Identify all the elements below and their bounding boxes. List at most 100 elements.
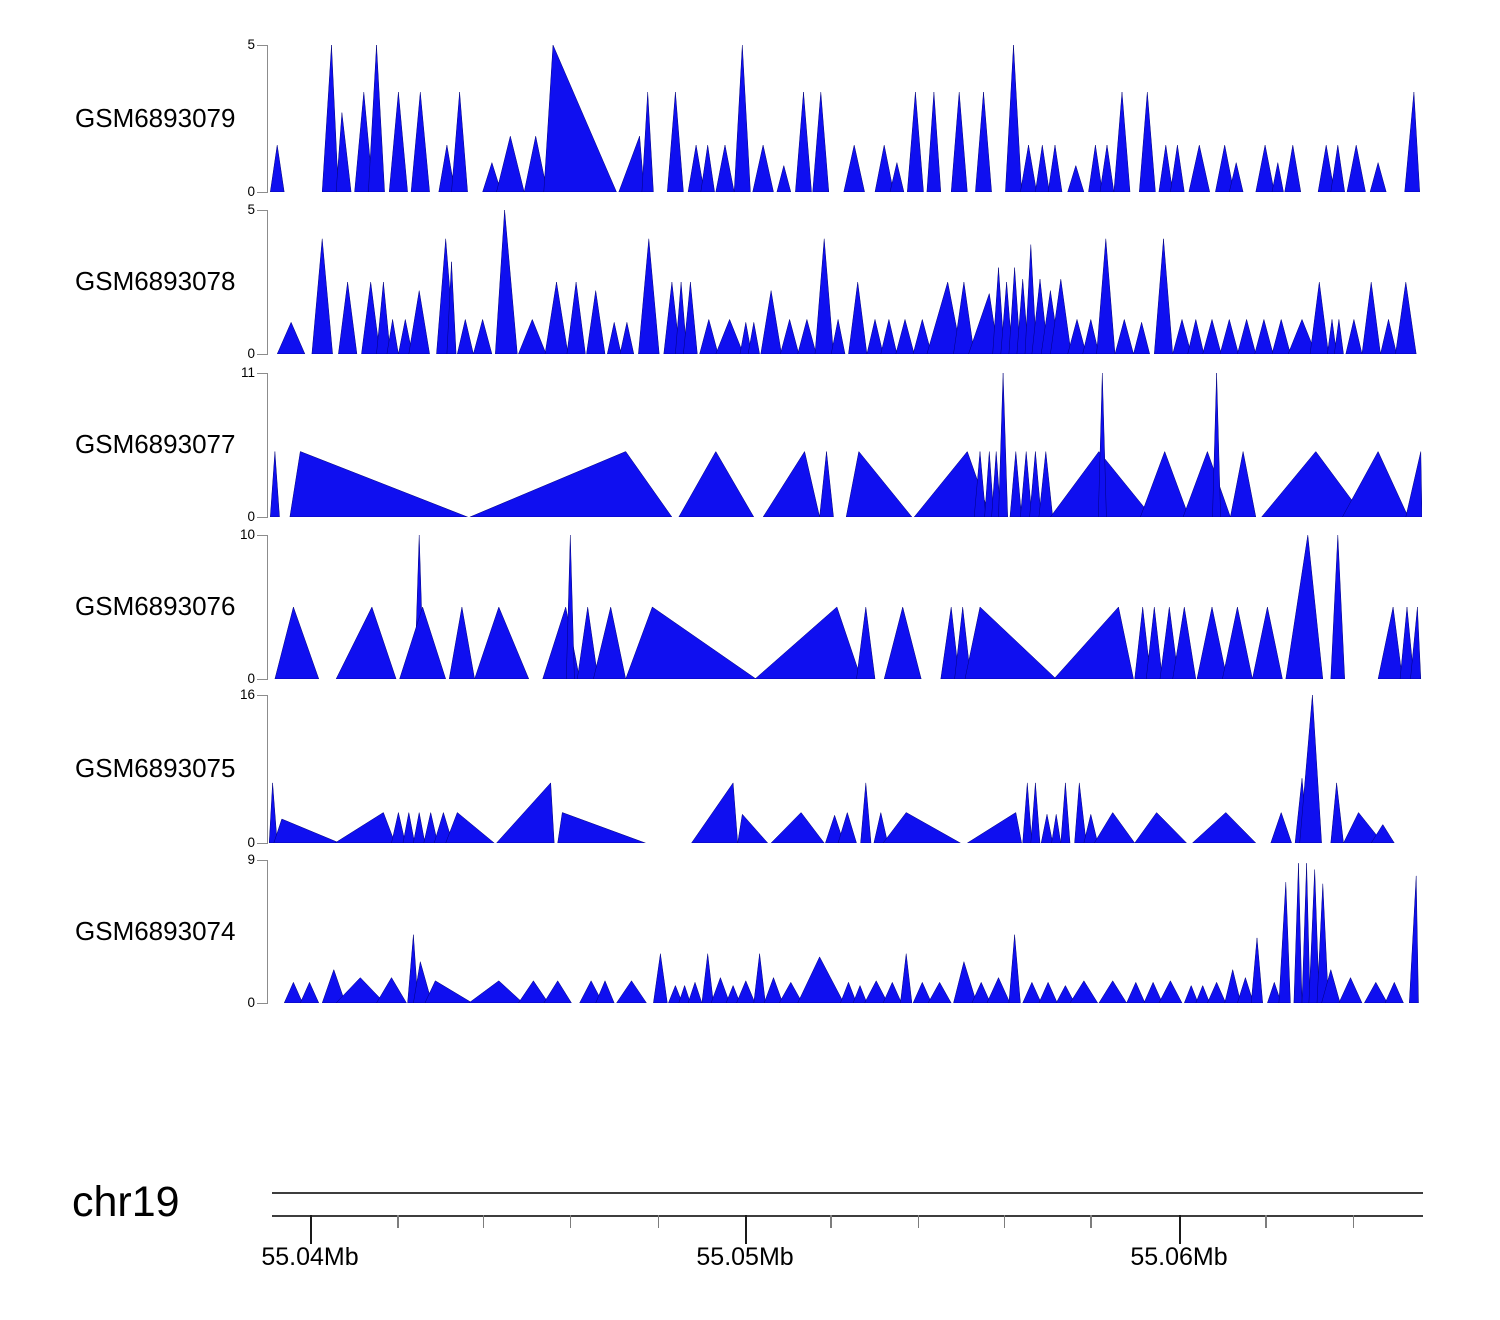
y-axis-max-label: 9 — [247, 852, 255, 867]
coverage-peak — [1370, 824, 1395, 843]
coverage-peak — [1159, 606, 1179, 679]
coverage-peak — [780, 318, 800, 354]
coverage-peak — [1308, 869, 1320, 1003]
coverage-peak — [966, 812, 1022, 843]
y-axis-tick — [257, 843, 267, 845]
coverage-peak — [1094, 812, 1136, 843]
coverage-peak — [1271, 318, 1291, 354]
coverage-peak — [1317, 144, 1335, 192]
y-axis-line — [266, 695, 268, 844]
y-axis-tick — [257, 354, 267, 356]
coverage-peak — [663, 281, 681, 354]
coverage-area-svg — [268, 695, 1395, 843]
coverage-peak — [873, 812, 888, 843]
coverage-peak — [1145, 606, 1163, 679]
coverage-peak — [376, 977, 407, 1003]
y-axis-tick — [257, 210, 267, 212]
coverage-peak — [518, 318, 547, 354]
coverage-peak — [1345, 319, 1363, 354]
coverage-peak — [907, 91, 924, 192]
coverage-peak — [495, 210, 518, 354]
coverage-peak — [1182, 450, 1231, 517]
coverage-peak — [448, 606, 475, 679]
coverage-peak — [882, 812, 961, 843]
coverage-peak — [715, 318, 744, 354]
coverage-peak — [1293, 863, 1303, 1003]
coverage-area-svg — [274, 535, 1422, 679]
coverage-peak — [940, 606, 960, 679]
coverage-peak — [1327, 319, 1337, 354]
coverage-peak — [398, 319, 413, 354]
coverage-peak — [402, 812, 415, 843]
coverage-peak — [407, 934, 419, 1003]
coverage-peak — [1035, 144, 1050, 192]
coverage-peak — [1196, 606, 1228, 679]
coverage-area-svg — [276, 210, 1417, 354]
coverage-peak — [354, 91, 374, 192]
coverage-peak — [496, 782, 555, 843]
coverage-peak — [595, 980, 615, 1003]
coverage-peak — [856, 606, 876, 679]
coverage-peak — [1050, 279, 1072, 354]
coverage-peak — [410, 91, 430, 192]
coverage-peak — [814, 238, 834, 354]
coverage-peak — [268, 782, 278, 843]
coverage-peak — [852, 984, 868, 1003]
y-axis-max-label: 11 — [240, 365, 255, 380]
coverage-peak — [1343, 812, 1384, 843]
coverage-peak — [1154, 238, 1173, 354]
coverage-peak — [973, 451, 987, 517]
y-axis-line — [266, 373, 268, 518]
coverage-peak — [797, 956, 845, 1003]
coverage-peak — [1139, 91, 1156, 192]
coverage-peak — [843, 144, 865, 192]
coverage-peak — [619, 322, 635, 354]
coverage-peak — [837, 811, 857, 843]
coverage-peak — [1038, 451, 1053, 517]
coverage-peak — [992, 267, 1005, 354]
coverage-peak — [683, 281, 698, 354]
coverage-peak — [311, 238, 333, 354]
coverage-peak — [1330, 535, 1345, 679]
y-axis-min-label: 0 — [247, 995, 255, 1010]
coverage-peak — [1316, 883, 1329, 1003]
coverage-peak — [289, 451, 468, 517]
coverage-peak — [1250, 937, 1263, 1003]
track-label: GSM6893075 — [75, 753, 236, 783]
coverage-peak — [998, 373, 1008, 517]
coverage-area-svg — [283, 863, 1419, 1003]
y-axis-max-label: 16 — [239, 687, 255, 702]
coverage-peak — [710, 976, 730, 1003]
coverage-peak — [557, 812, 646, 843]
coverage-area-svg — [270, 45, 1420, 192]
coverage-peak — [733, 45, 751, 192]
coverage-peak — [446, 261, 457, 354]
coverage-peak — [737, 813, 769, 843]
genome-axis-minor-tick — [657, 1215, 659, 1228]
coverage-peak — [283, 981, 303, 1003]
coverage-peak — [274, 606, 320, 679]
coverage-area-svg — [270, 373, 1422, 517]
genome-axis-minor-tick — [1004, 1215, 1006, 1228]
coverage-peak — [1261, 451, 1365, 517]
y-axis-max-label: 10 — [239, 527, 255, 542]
coverage-peak — [335, 606, 397, 679]
coverage-peak — [1020, 144, 1037, 192]
coverage-peak — [1020, 451, 1033, 517]
coverage-peak — [1134, 812, 1187, 843]
coverage-peak — [1051, 814, 1062, 843]
coverage-peak — [433, 811, 453, 843]
coverage-peak — [1184, 984, 1199, 1003]
genome-axis-minor-tick — [1352, 1215, 1355, 1228]
coverage-peak — [1212, 373, 1221, 517]
coverage-peak — [739, 322, 752, 354]
coverage-peak — [1287, 318, 1317, 354]
coverage-peak — [1098, 373, 1107, 517]
genome-axis-tick-label: 55.04Mb — [261, 1243, 359, 1271]
genome-axis-tick-label: 55.05Mb — [696, 1243, 794, 1271]
coverage-peak — [638, 238, 660, 354]
genome-axis-minor-tick — [917, 1215, 919, 1228]
chromosome-label: chr19 — [72, 1178, 180, 1226]
coverage-peak — [778, 981, 803, 1003]
coverage-peak — [725, 984, 741, 1003]
